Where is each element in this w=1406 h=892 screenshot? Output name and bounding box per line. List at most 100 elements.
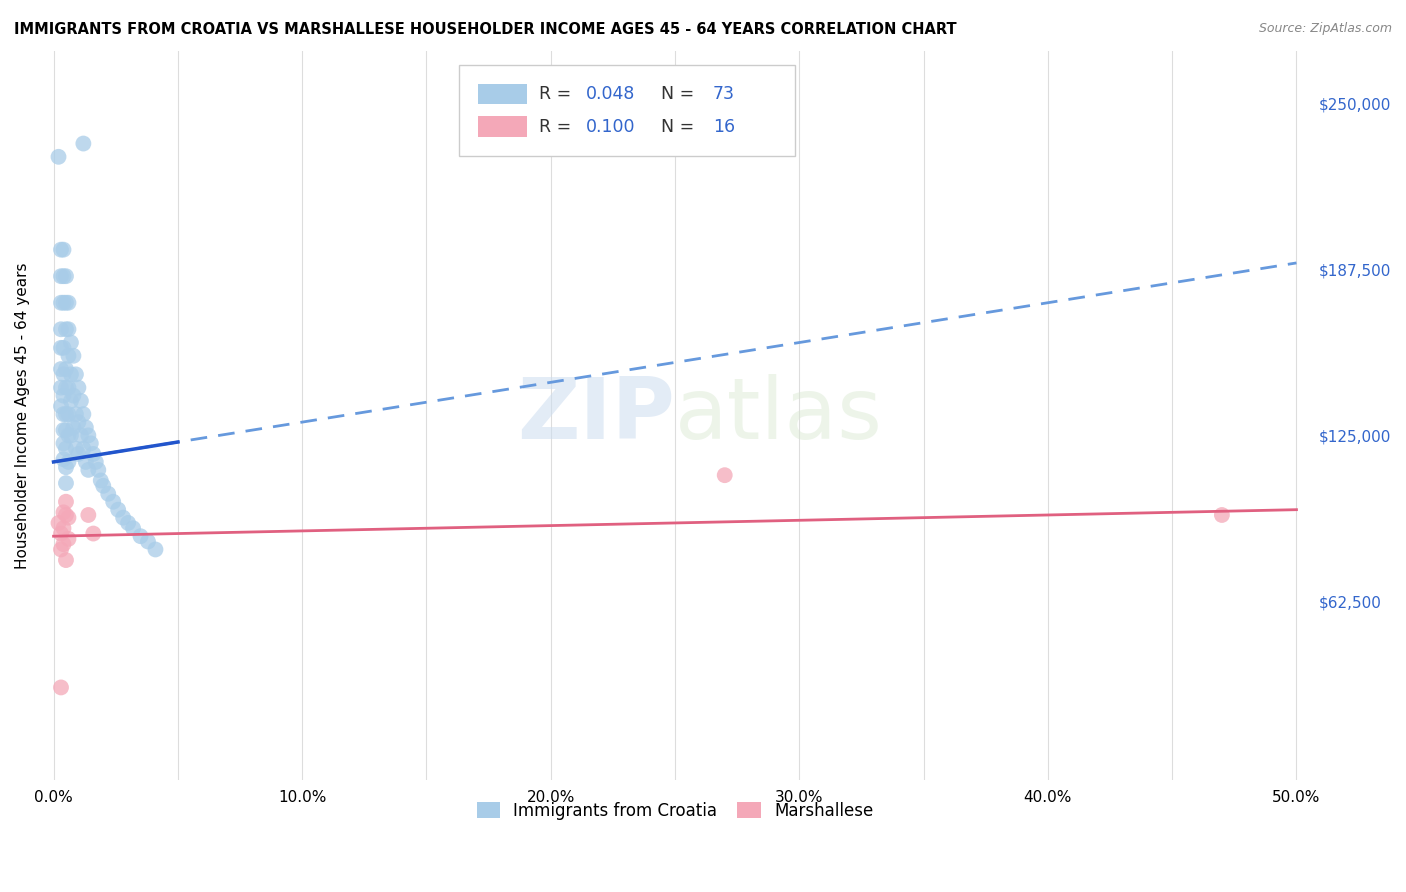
Text: N =: N = [650,118,699,136]
Point [103,494,125,508]
Point [75,420,97,434]
Point [49,381,72,395]
Point [62,388,84,402]
Point [1211,508,1233,522]
Point [90,474,112,488]
Point [52,436,75,450]
Point [58,428,80,442]
Point [62,420,84,434]
Legend: Immigrants from Croatia, Marshallese: Immigrants from Croatia, Marshallese [470,796,880,827]
Point [80,436,103,450]
Point [67,381,90,395]
Point [122,521,145,535]
Point [49,526,72,541]
Point [55,362,77,376]
Point [67,415,90,429]
Text: R =: R = [540,118,576,136]
Point [72,407,94,421]
Point [49,681,72,695]
Point [52,505,75,519]
Text: 0.100: 0.100 [586,118,636,136]
Point [55,381,77,395]
Point [58,295,80,310]
FancyBboxPatch shape [478,84,527,104]
Point [52,368,75,382]
Point [48,150,70,164]
Text: 73: 73 [713,85,735,103]
Point [55,508,77,522]
Point [52,423,75,437]
Point [107,502,129,516]
Point [49,243,72,257]
Point [59,428,82,442]
Point [52,341,75,355]
Point [70,428,93,442]
Point [58,349,80,363]
Text: 0.048: 0.048 [586,85,636,103]
Point [49,399,72,413]
Point [52,388,75,402]
Text: Source: ZipAtlas.com: Source: ZipAtlas.com [1258,22,1392,36]
Point [58,322,80,336]
Point [59,393,82,408]
Text: ZIP: ZIP [517,374,675,457]
Point [65,442,87,456]
Y-axis label: Householder Income Ages 45 - 64 years: Householder Income Ages 45 - 64 years [15,262,30,569]
Point [70,393,93,408]
Point [77,508,100,522]
Point [77,428,100,442]
Point [82,526,104,541]
Point [58,407,80,421]
FancyBboxPatch shape [478,116,527,136]
Point [48,516,70,530]
FancyBboxPatch shape [460,65,796,156]
Point [55,442,77,456]
Point [97,487,120,501]
Point [129,529,152,543]
Point [84,455,107,469]
Point [55,269,77,284]
Point [58,455,80,469]
Point [49,322,72,336]
Point [145,542,167,557]
Point [49,269,72,284]
Point [91,479,114,493]
Point [65,407,87,421]
Point [49,341,72,355]
Point [49,542,72,557]
Point [59,335,82,350]
Text: IMMIGRANTS FROM CROATIA VS MARSHALLESE HOUSEHOLDER INCOME AGES 45 - 64 YEARS COR: IMMIGRANTS FROM CROATIA VS MARSHALLESE H… [14,22,956,37]
Point [52,269,75,284]
Point [55,476,77,491]
Point [87,463,110,477]
Point [49,295,72,310]
Text: atlas: atlas [675,374,883,457]
Point [55,407,77,421]
Point [58,381,80,395]
Point [112,510,135,524]
Point [82,447,104,461]
Point [52,407,75,421]
Point [75,455,97,469]
Point [713,468,735,483]
Point [62,349,84,363]
Point [58,532,80,546]
Point [117,516,139,530]
Text: 16: 16 [713,118,735,136]
Point [55,553,77,567]
Point [52,537,75,551]
Point [65,368,87,382]
Point [52,521,75,535]
Point [55,295,77,310]
Point [55,322,77,336]
Point [52,452,75,467]
Point [52,295,75,310]
Point [55,423,77,437]
Point [55,460,77,475]
Point [72,442,94,456]
Text: N =: N = [650,85,699,103]
Point [58,510,80,524]
Text: R =: R = [540,85,576,103]
Point [59,368,82,382]
Point [72,136,94,151]
